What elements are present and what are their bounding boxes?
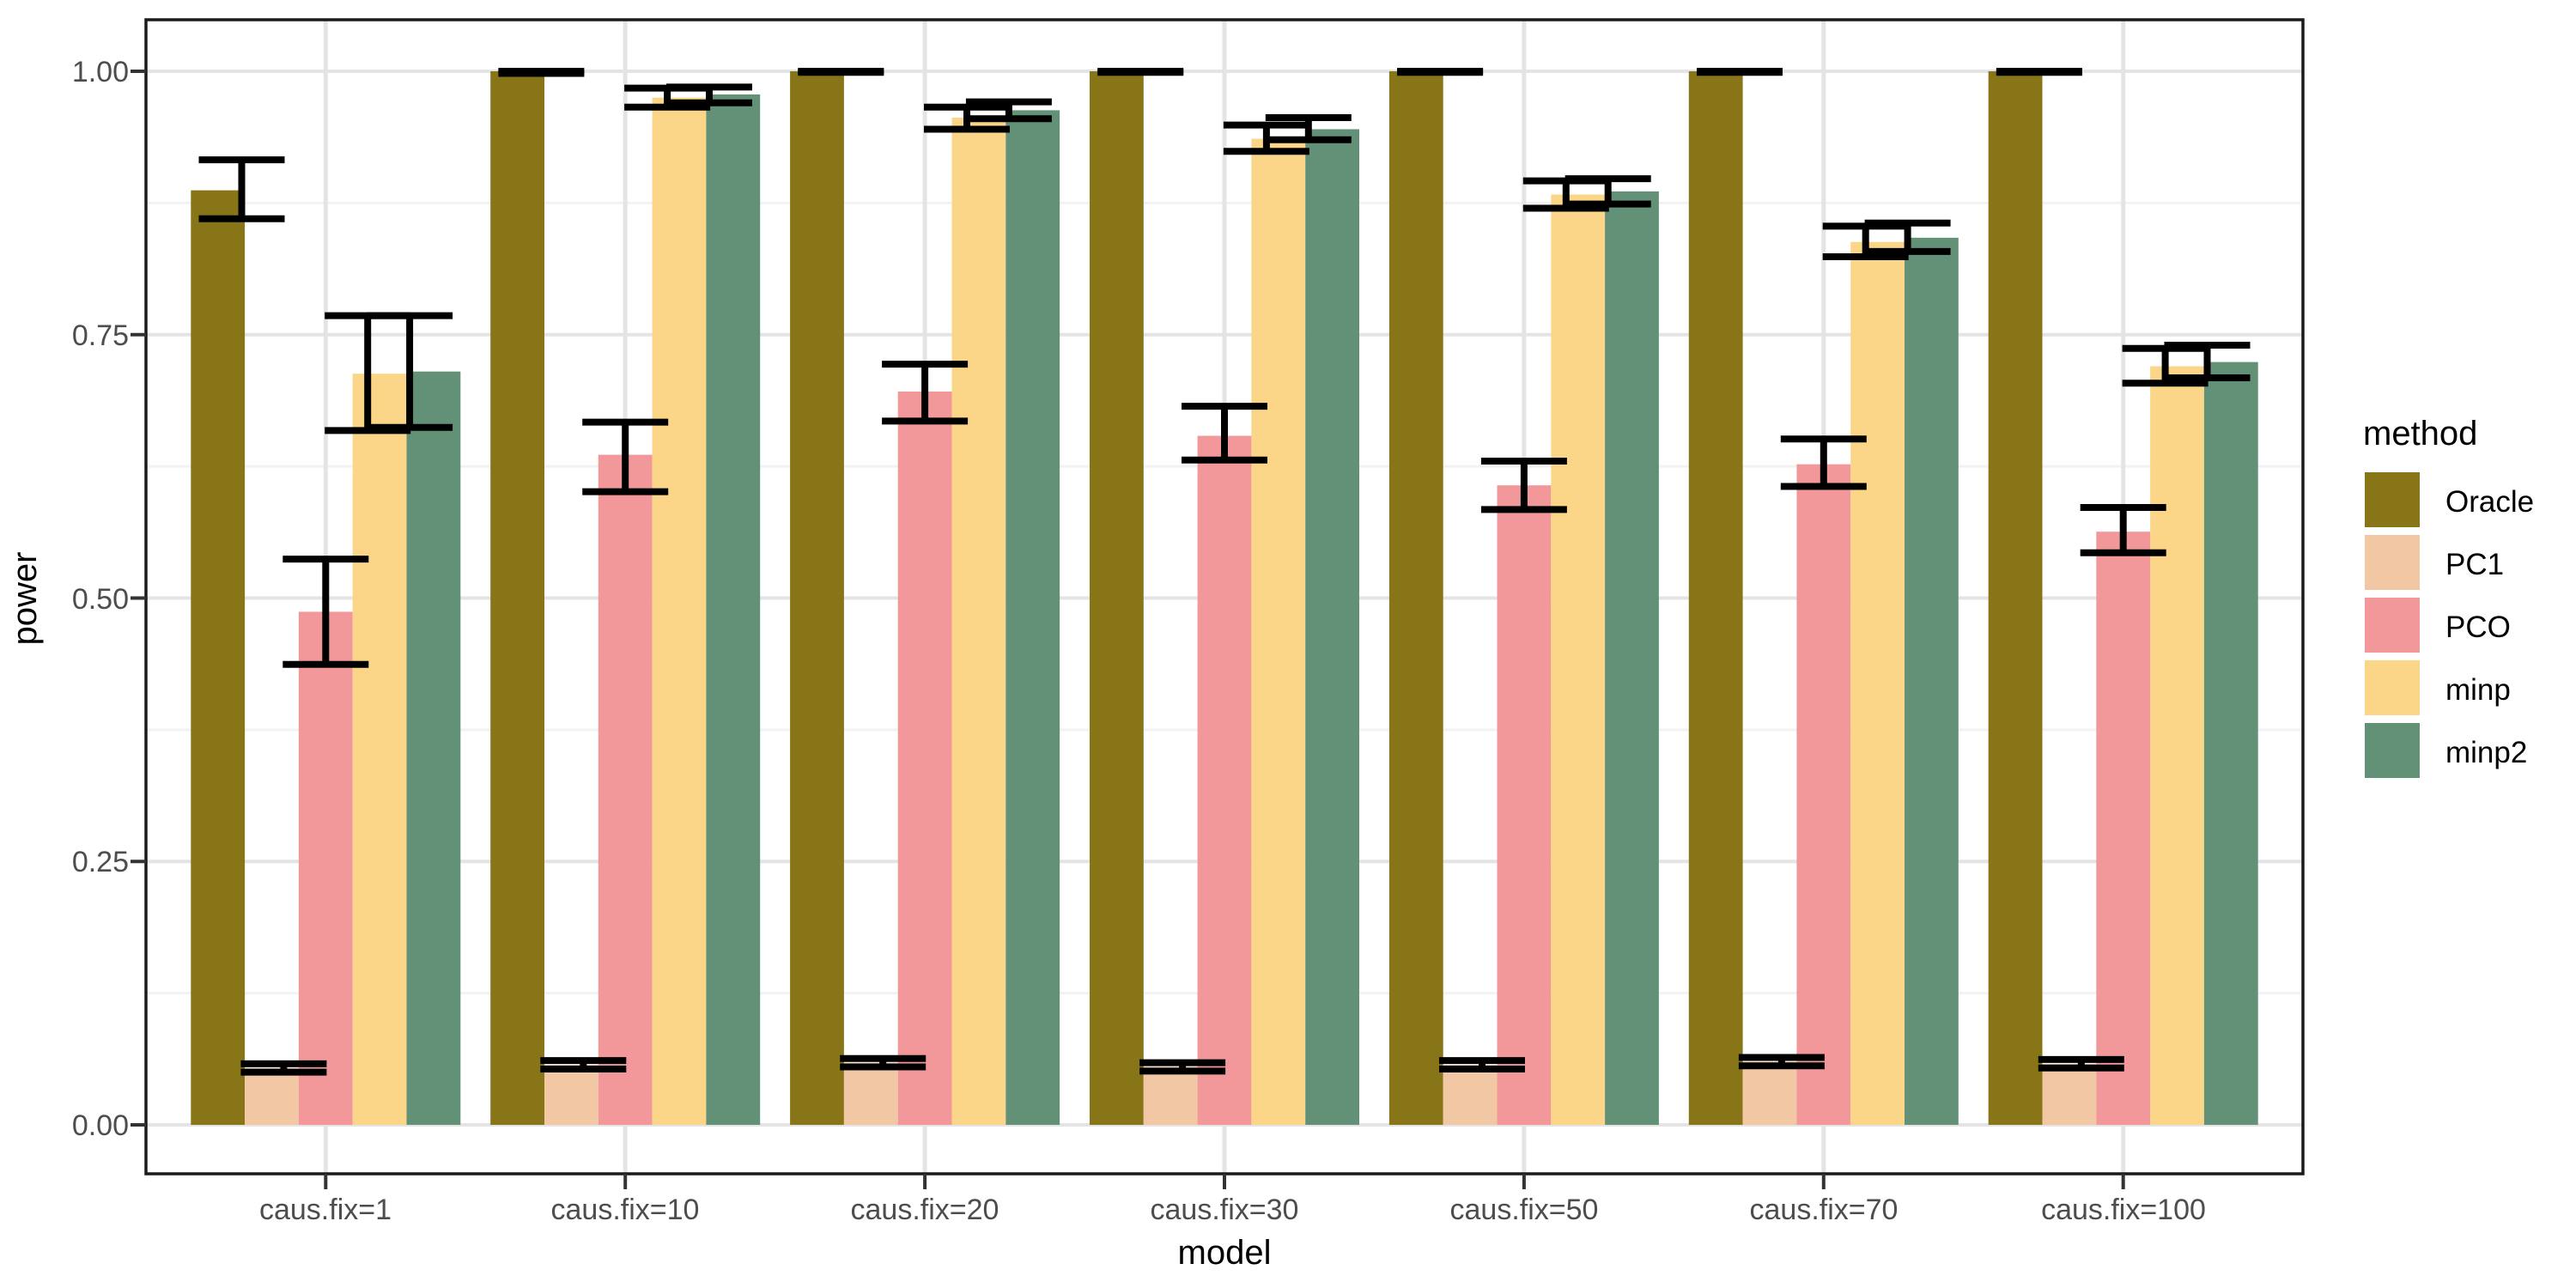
x-axis-title: model (1178, 1234, 1272, 1272)
bar-minp2 (706, 94, 761, 1125)
legend-item: minp2 (2365, 723, 2527, 778)
bar-PCO (897, 392, 952, 1125)
bar-minp2 (406, 371, 461, 1125)
legend-label: minp2 (2445, 736, 2527, 769)
legend-swatch-pc1 (2365, 535, 2420, 590)
legend-label: PC1 (2445, 548, 2504, 581)
y-tick-label: 0.75 (72, 319, 129, 352)
bar-PCO (1796, 464, 1851, 1125)
legend: method Oracle PC1 PCO minp minp2 (2363, 415, 2534, 778)
bar-PCO (598, 454, 653, 1125)
bar-minp (1850, 241, 1905, 1126)
bar-minp2 (1605, 191, 1659, 1125)
y-tick-label: 0.00 (72, 1109, 129, 1142)
bar-PC1 (843, 1062, 898, 1125)
legend-label: PCO (2445, 611, 2511, 644)
bar-PC1 (1443, 1065, 1498, 1125)
bar-PC1 (245, 1067, 299, 1125)
x-tick-label: caus.fix=30 (1151, 1194, 1299, 1226)
y-axis-title: power (6, 552, 44, 646)
legend-item: PCO (2365, 598, 2511, 653)
legend-swatch-minp (2365, 660, 2420, 715)
y-tick-label: 0.50 (72, 583, 129, 616)
bar-minp (1251, 138, 1306, 1126)
bar-PC1 (1742, 1061, 1797, 1125)
chart-geometry (131, 18, 2305, 1189)
bar-PC1 (544, 1065, 598, 1125)
y-tick-label: 1.00 (72, 56, 129, 88)
legend-item: PC1 (2365, 535, 2504, 590)
legend-swatch-oracle (2365, 472, 2420, 527)
legend-label: Oracle (2445, 485, 2534, 519)
legend-item: Oracle (2365, 472, 2534, 527)
x-tick-label: caus.fix=50 (1450, 1194, 1599, 1226)
bar-PCO (2096, 532, 2151, 1125)
bar-Oracle (1688, 71, 1743, 1125)
bar-Oracle (490, 71, 544, 1125)
bar-minp (951, 117, 1006, 1125)
x-tick-label: caus.fix=20 (851, 1194, 999, 1226)
bar-Oracle (1988, 71, 2043, 1125)
legend-swatch-minp2 (2365, 723, 2420, 778)
bar-minp (2150, 366, 2204, 1125)
bar-Oracle (1388, 71, 1443, 1125)
x-tick-label: caus.fix=10 (551, 1194, 700, 1226)
bar-Oracle (191, 190, 246, 1125)
y-axis-tick-labels: 0.00 0.25 0.50 0.75 1.00 (72, 56, 129, 1142)
x-tick-label: caus.fix=70 (1750, 1194, 1899, 1226)
bar-PCO (1197, 435, 1252, 1125)
bar-minp (352, 374, 407, 1125)
legend-swatch-pco (2365, 598, 2420, 653)
legend-title: method (2363, 415, 2477, 453)
bar-PCO (298, 611, 353, 1125)
x-tick-label: caus.fix=1 (259, 1194, 392, 1226)
bar-minp (1551, 194, 1606, 1126)
bar-PC1 (1143, 1066, 1198, 1125)
x-tick-label: caus.fix=100 (2041, 1194, 2206, 1226)
bar-PCO (1497, 485, 1552, 1125)
legend-label: minp (2445, 673, 2511, 707)
legend-item: minp (2365, 660, 2511, 715)
bar-minp2 (1905, 237, 1959, 1126)
bar-minp (652, 97, 707, 1125)
bar-minp2 (1005, 110, 1060, 1125)
y-tick-label: 0.25 (72, 846, 129, 878)
bar-minp2 (2203, 361, 2258, 1126)
bar-Oracle (1090, 71, 1144, 1125)
bar-PC1 (2042, 1063, 2097, 1125)
bar-Oracle (790, 71, 844, 1125)
x-axis-tick-labels: caus.fix=1 caus.fix=10 caus.fix=20 caus.… (259, 1194, 2206, 1226)
bar-minp2 (1305, 129, 1359, 1126)
